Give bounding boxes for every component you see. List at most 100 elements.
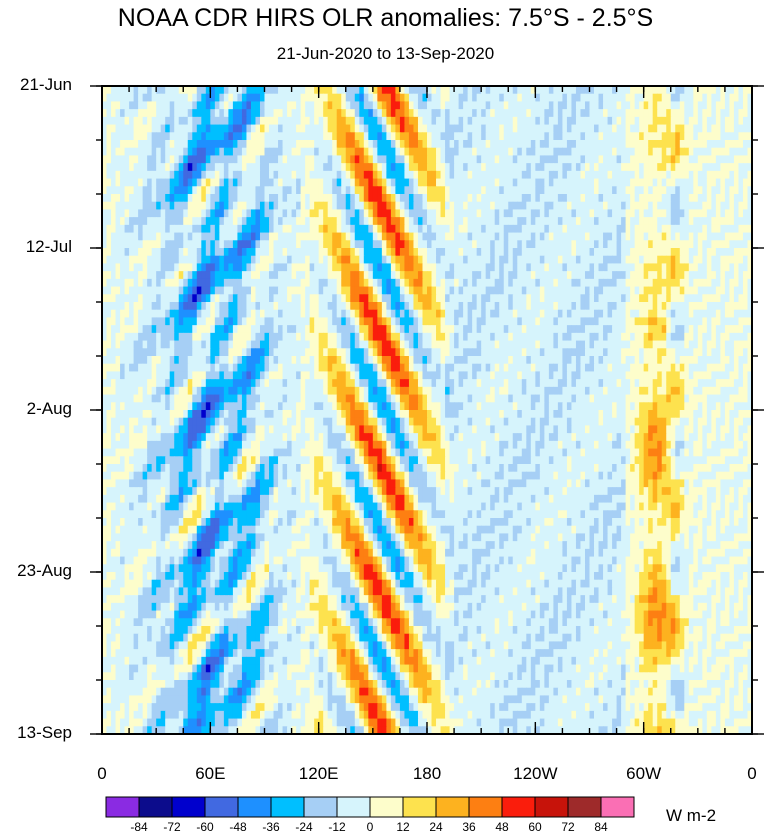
field-cell	[657, 240, 663, 249]
field-cell	[129, 109, 135, 118]
field-cell	[445, 86, 451, 95]
field-cell	[670, 232, 676, 241]
field-cell	[553, 124, 559, 133]
field-cell	[526, 348, 532, 357]
field-cell	[282, 155, 288, 164]
field-cell	[201, 101, 207, 110]
field-cell	[147, 124, 153, 133]
field-cell	[517, 271, 523, 280]
field-cell	[535, 178, 541, 187]
field-cell	[417, 170, 424, 180]
field-cell	[481, 101, 487, 110]
field-cell	[196, 317, 202, 326]
field-cell	[124, 302, 130, 311]
field-cell	[517, 224, 523, 234]
field-cell	[129, 163, 135, 172]
field-cell	[413, 132, 419, 141]
field-cell	[323, 309, 329, 319]
field-cell	[476, 271, 482, 280]
field-cell	[219, 340, 225, 349]
field-cell	[255, 255, 261, 265]
field-cell	[318, 317, 324, 326]
field-cell	[472, 155, 478, 164]
field-cell	[300, 309, 306, 319]
field-cell	[210, 263, 216, 272]
field-cell	[598, 263, 604, 272]
field-cell	[269, 93, 275, 103]
field-cell	[544, 101, 550, 110]
field-cell	[138, 317, 144, 326]
field-cell	[174, 232, 180, 241]
field-cell	[625, 317, 631, 326]
field-cell	[643, 217, 649, 226]
field-cell	[309, 178, 315, 187]
field-cell	[436, 178, 442, 187]
field-cell	[494, 232, 500, 241]
field-cell	[296, 101, 302, 110]
field-cell	[458, 271, 464, 280]
field-cell	[354, 86, 360, 95]
field-cell	[742, 240, 749, 249]
field-cell	[332, 332, 338, 342]
field-cell	[589, 325, 595, 334]
field-cell	[594, 93, 600, 103]
field-cell	[494, 163, 500, 172]
field-cell	[652, 147, 658, 157]
field-cell	[241, 209, 248, 218]
field-cell	[129, 263, 135, 272]
field-cell	[580, 302, 586, 311]
field-cell	[350, 163, 356, 172]
field-cell	[693, 147, 699, 157]
field-cell	[413, 86, 419, 95]
field-cell	[738, 186, 744, 195]
field-cell	[715, 163, 721, 172]
field-cell	[652, 163, 658, 172]
field-cell	[670, 248, 676, 257]
field-cell	[192, 116, 198, 126]
field-cell	[711, 109, 717, 118]
field-cell	[273, 116, 279, 126]
field-cell	[652, 201, 658, 211]
field-cell	[399, 232, 406, 241]
field-cell	[160, 348, 166, 357]
field-cell	[517, 209, 523, 218]
field-cell	[309, 147, 315, 157]
field-cell	[630, 116, 636, 126]
field-cell	[241, 140, 248, 149]
field-cell	[643, 325, 649, 334]
field-cell	[160, 109, 166, 118]
field-cell	[445, 340, 451, 349]
field-cell	[485, 224, 491, 234]
field-cell	[521, 248, 527, 257]
field-cell	[738, 271, 744, 280]
field-cell	[720, 116, 726, 126]
field-cell	[223, 178, 229, 187]
field-cell	[305, 209, 311, 218]
field-cell	[630, 217, 636, 226]
field-cell	[399, 170, 406, 180]
field-cell	[747, 101, 753, 110]
field-cell	[201, 325, 207, 334]
field-cell	[223, 255, 229, 265]
field-cell	[377, 224, 383, 234]
field-cell	[652, 155, 658, 164]
field-cell	[535, 309, 541, 319]
field-cell	[535, 263, 541, 272]
field-cell	[120, 271, 126, 280]
field-cell	[327, 178, 333, 187]
field-cell	[630, 178, 636, 187]
field-cell	[503, 201, 509, 211]
field-cell	[571, 309, 577, 319]
field-cell	[625, 278, 631, 288]
field-cell	[494, 325, 500, 334]
field-cell	[404, 271, 410, 280]
field-cell	[494, 240, 500, 249]
field-cell	[454, 186, 460, 195]
field-cell	[747, 163, 753, 172]
field-cell	[237, 116, 243, 126]
field-cell	[643, 302, 649, 311]
field-cell	[557, 294, 564, 303]
field-cell	[733, 163, 740, 172]
field-cell	[368, 255, 374, 265]
field-cell	[223, 86, 229, 95]
